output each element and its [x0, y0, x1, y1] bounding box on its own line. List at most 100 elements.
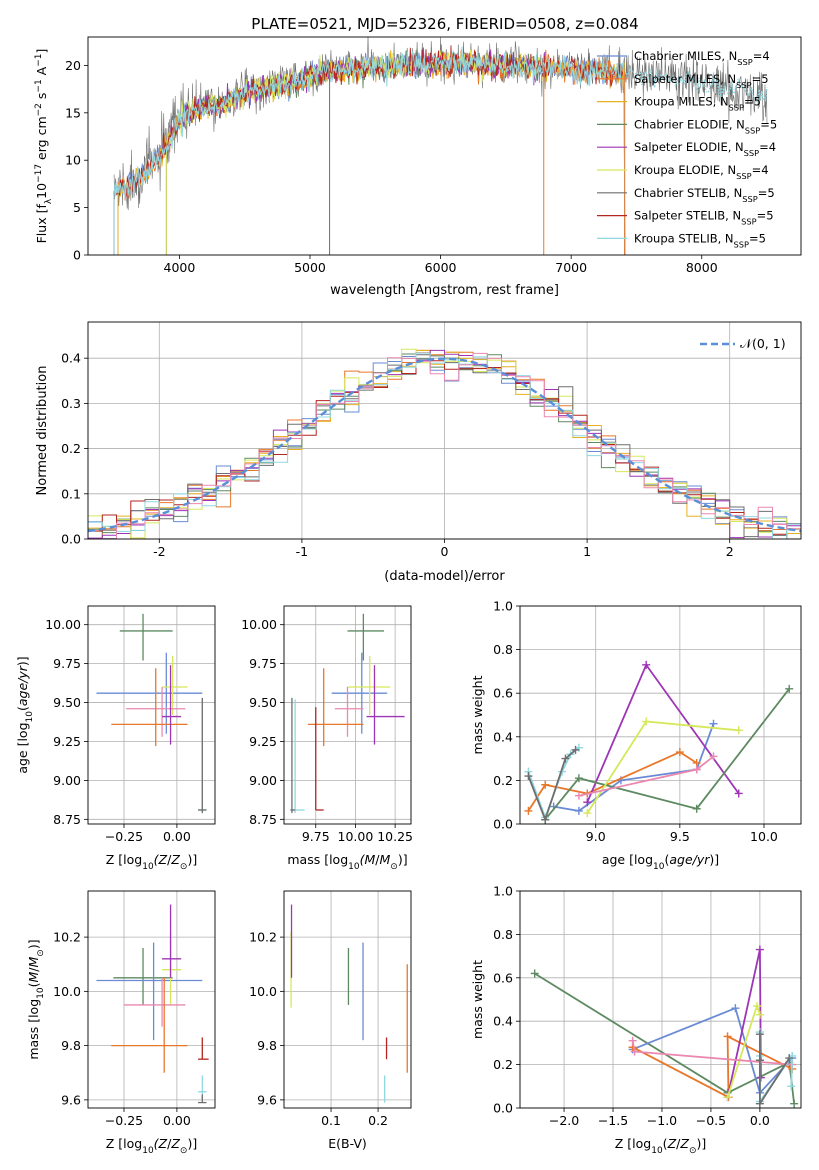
residual-histogram-kroupa_stelib — [88, 352, 801, 539]
legend-label: Kroupa MILES, NSSP=5 — [634, 95, 761, 113]
plot-area — [530, 945, 799, 1108]
y-tick-label: 5 — [73, 200, 81, 215]
y-tick-label: 0.6 — [493, 970, 513, 985]
y-tick-label: 8.75 — [249, 812, 277, 827]
data-point — [111, 977, 188, 1073]
y-tick-label: 9.8 — [257, 1038, 277, 1053]
series-marker — [731, 1004, 740, 1013]
y-tick-label: 0.1 — [61, 486, 81, 501]
series-marker — [574, 791, 583, 800]
figure-title: PLATE=0521, MJD=52326, FIBERID=0508, z=0… — [251, 15, 638, 33]
x-tick-label: 9.5 — [670, 829, 690, 844]
x-tick-label: 9.75 — [302, 829, 330, 844]
panel-age-vs-mass: 9.75 10.00 10.258.759.009.259.509.7510.00m… — [241, 605, 413, 872]
y-tick-label: 9.75 — [249, 656, 277, 671]
series-marker — [692, 765, 701, 774]
series-marker — [734, 789, 743, 798]
y-tick-label: 10.0 — [53, 984, 81, 999]
data-point — [119, 613, 173, 661]
x-tick-label: 10.25 — [377, 829, 413, 844]
series-marker — [574, 806, 583, 815]
y-tick-label: 9.50 — [53, 695, 81, 710]
panel-mass-vs-Z: −0.25 0.00 9.6 9.8 10.0 10.2 Z [log10(Z/Z⊙)] ma… — [26, 890, 216, 1156]
series-marker — [530, 969, 539, 978]
y-axis-label: Flux [fλ10−17 erg cm−2 s−1 A−1] — [34, 49, 54, 244]
series-marker — [785, 1054, 794, 1063]
series-marker — [524, 806, 533, 815]
y-tick-label: 9.00 — [249, 773, 277, 788]
data-point — [366, 665, 405, 745]
y-tick-label: 9.6 — [257, 1092, 277, 1107]
weight-series — [755, 1030, 794, 1108]
x-tick-label: 4000 — [164, 260, 196, 275]
series-line — [726, 949, 762, 1098]
series-marker — [541, 815, 550, 824]
data-point — [198, 697, 207, 814]
legend-label: Salpeter STELIB, NSSP=5 — [634, 209, 774, 227]
plot-area — [88, 348, 801, 539]
x-tick-label: 0.00 — [163, 1113, 191, 1128]
model-spectrum-kroupa_miles — [117, 50, 626, 255]
x-tick-label: 10.00 — [338, 829, 374, 844]
y-axis-label: mass weight — [470, 960, 485, 1039]
series-line — [759, 1034, 791, 1107]
data-point — [334, 686, 364, 737]
x-tick-label: −2.0 — [549, 1113, 579, 1128]
series-line — [631, 1040, 793, 1066]
x-tick-label: −0.25 — [105, 1113, 143, 1128]
series-marker — [630, 1047, 639, 1056]
data-point — [96, 942, 203, 1041]
x-axis-label: age [log10(age/yr)] — [602, 852, 719, 872]
x-tick-label: 10.0 — [750, 829, 778, 844]
data-point — [113, 947, 173, 1005]
y-axis-label: Normed distribution — [35, 366, 50, 496]
weight-series — [723, 1002, 764, 1102]
weight-series — [574, 752, 718, 800]
y-tick-label: 9.25 — [249, 734, 277, 749]
data-point — [347, 655, 391, 715]
series-marker — [583, 798, 592, 807]
series-marker — [790, 1099, 799, 1108]
y-tick-label: 9.25 — [53, 734, 81, 749]
x-tick-label: -2 — [153, 544, 165, 559]
panel-weight-vs-age: 9.0 9.5 10.0 0.0 0.2 0.4 0.6 0.8 1.0 age [log10(a… — [470, 599, 802, 872]
legend-label: Salpeter ELODIE, NSSP=4 — [634, 140, 776, 158]
legend-label: Chabrier ELODIE, NSSP=5 — [634, 117, 777, 135]
data-point — [291, 699, 305, 814]
y-tick-label: 0.4 — [493, 729, 513, 744]
axes-frame — [87, 321, 802, 540]
y-tick-label: 10.0 — [249, 984, 277, 999]
axes-frame — [283, 890, 412, 1109]
series-marker — [756, 1073, 765, 1082]
x-axis-label: mass [log10(M/M⊙)] — [287, 852, 407, 872]
series-marker — [583, 809, 592, 818]
series-marker — [755, 1099, 764, 1108]
legend-label: Kroupa ELODIE, NSSP=4 — [634, 163, 769, 181]
series-marker — [752, 1002, 761, 1011]
data-point — [162, 931, 182, 1005]
y-tick-label: 10.2 — [249, 930, 277, 945]
y-tick-label: 0.8 — [493, 927, 513, 942]
model-spectrum-salpeter_miles — [117, 49, 626, 255]
weight-series — [541, 684, 794, 824]
axes-frame — [283, 605, 412, 825]
model-spectrum-kroupa_stelib — [113, 46, 626, 255]
x-tick-label: −1.0 — [647, 1113, 677, 1128]
weight-series — [583, 660, 743, 807]
panel-residuals: -2 -1 0 1 2 0.0 0.1 0.2 0.3 0.4 𝒩(0, 1) (data-model… — [35, 321, 802, 584]
data-point — [331, 652, 388, 734]
data-point — [123, 977, 186, 1027]
series-marker — [709, 752, 718, 761]
x-tick-label: −0.25 — [105, 829, 143, 844]
x-axis-label: E(B-V) — [328, 1136, 367, 1151]
data-point — [96, 652, 203, 734]
weight-series — [583, 717, 743, 818]
plot-area — [96, 904, 209, 1104]
x-axis-label: Z [log10(Z/Z⊙)] — [106, 1136, 197, 1156]
x-tick-label: −1.5 — [598, 1113, 628, 1128]
series-marker — [723, 1032, 732, 1041]
series-marker — [723, 1093, 732, 1102]
x-tick-label: 9.0 — [586, 829, 606, 844]
data-point — [162, 665, 182, 745]
y-tick-label: 0.6 — [493, 686, 513, 701]
